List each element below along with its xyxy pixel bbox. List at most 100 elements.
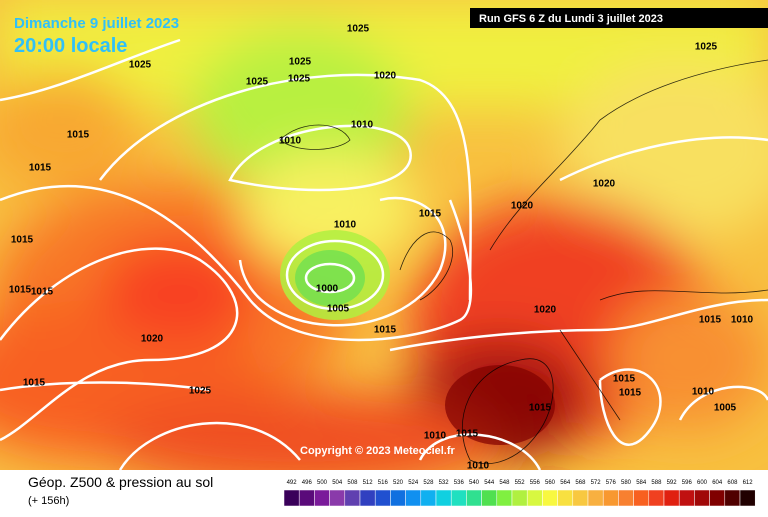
isobar-label: 1005	[714, 403, 737, 414]
legend-swatch	[602, 489, 619, 507]
legend-value: 532	[439, 480, 450, 486]
legend-swatch	[481, 489, 498, 507]
isobar-label: 1015	[456, 429, 479, 440]
legend-swatch	[648, 489, 665, 507]
legend-swatch	[314, 489, 330, 507]
forecast-date: Dimanche 9 juillet 2023	[14, 15, 179, 32]
legend-value: 552	[515, 480, 526, 486]
field-title: Géop. Z500 & pression au sol	[28, 474, 213, 490]
legend-swatch	[724, 489, 741, 507]
isobar-label: 1015	[619, 388, 642, 399]
legend-value: 524	[408, 480, 419, 486]
isobar-label: 1015	[374, 325, 397, 336]
legend-swatch	[526, 489, 543, 507]
isobar-label: 1010	[731, 315, 754, 326]
legend-value: 596	[682, 480, 693, 486]
legend-value: 496	[302, 480, 313, 486]
legend-value: 600	[697, 480, 708, 486]
isobar-label: 1020	[374, 71, 397, 82]
legend-swatch	[359, 489, 376, 507]
isobar-label: 1025	[289, 57, 312, 68]
legend-swatch	[344, 489, 361, 507]
legend-value: 504	[332, 480, 343, 486]
isobar-label: 1020	[534, 305, 557, 316]
legend-value: 520	[393, 480, 404, 486]
legend-swatch	[587, 489, 604, 507]
legend-value: 588	[651, 480, 662, 486]
legend-swatch	[283, 489, 300, 507]
legend-swatch	[572, 489, 589, 507]
isobar-label: 1025	[129, 60, 152, 71]
legend-value: 604	[712, 480, 723, 486]
legend-swatch	[678, 489, 695, 507]
legend-swatch	[435, 489, 452, 507]
isobar-label: 1010	[692, 387, 715, 398]
isobar-label: 1025	[246, 77, 269, 88]
isobar-label: 1025	[347, 24, 370, 35]
legend-value: 556	[530, 480, 541, 486]
isobar-label: 1010	[279, 136, 302, 147]
lead-time: (+ 156h)	[28, 495, 69, 507]
isobar-label: 1000	[316, 284, 339, 295]
legend-swatch	[663, 489, 680, 507]
legend-swatch	[420, 489, 437, 507]
isobar-label: 1020	[141, 334, 164, 345]
legend-value: 608	[727, 480, 738, 486]
isobar-label: 1005	[327, 304, 350, 315]
legend-swatch	[633, 489, 650, 507]
isobar-label: 1010	[467, 461, 490, 472]
isobar-label: 1010	[424, 431, 447, 442]
isobar-label: 1025	[189, 386, 212, 397]
legend: 492 496 500 504 508 512 516 520 524 528 532 536 540 5…	[283, 480, 756, 507]
legend-value: 540	[469, 480, 480, 486]
isobar-label: 1025	[288, 74, 311, 85]
legend-value: 592	[667, 480, 678, 486]
isobar-label: 1020	[593, 179, 616, 190]
legend-swatch	[405, 489, 422, 507]
legend-swatch	[298, 489, 315, 507]
legend-value: 492	[287, 480, 298, 486]
isobar-label: 1015	[29, 163, 52, 174]
legend-swatch	[496, 489, 513, 507]
legend-swatch	[329, 489, 346, 507]
legend-swatch	[694, 489, 710, 507]
isobar-label: 1015	[23, 378, 46, 389]
legend-swatch	[542, 489, 558, 507]
legend-swatch	[466, 489, 482, 507]
legend-swatch	[450, 489, 467, 507]
legend-value: 500	[317, 480, 328, 486]
legend-value: 544	[484, 480, 495, 486]
isobar-label: 1020	[511, 201, 534, 212]
isobar-label: 1025	[695, 42, 718, 53]
legend-value: 612	[743, 480, 754, 486]
isobar-label: 1015	[11, 235, 34, 246]
isobar-label: 1015	[67, 130, 90, 141]
legend-value: 512	[363, 480, 374, 486]
isobar-label: 1015	[529, 403, 552, 414]
run-info: Run GFS 6 Z du Lundi 3 juillet 2023	[479, 13, 663, 25]
legend-value: 568	[575, 480, 586, 486]
forecast-time: 20:00 locale	[14, 35, 127, 57]
legend-swatch	[511, 489, 528, 507]
legend-swatch	[709, 489, 726, 507]
legend-value: 508	[347, 480, 358, 486]
copyright: Copyright © 2023 Meteociel.fr	[300, 445, 456, 457]
run-banner	[470, 8, 768, 28]
legend-value: 560	[545, 480, 556, 486]
legend-value: 576	[606, 480, 617, 486]
legend-value: 548	[499, 480, 510, 486]
isobar-label: 1015	[9, 285, 32, 296]
legend-value: 584	[636, 480, 647, 486]
legend-swatch	[557, 489, 574, 507]
isobar-label: 1015	[699, 315, 722, 326]
legend-value: 580	[621, 480, 632, 486]
isobar-label: 1015	[31, 287, 54, 298]
legend-value: 564	[560, 480, 571, 486]
legend-swatch	[390, 489, 406, 507]
isobar-labels: 1025 1025 1025 1025 1025 1020 1025 1015 1010 1010…	[9, 24, 754, 472]
isobar-label: 1015	[419, 209, 442, 220]
legend-swatch	[374, 489, 391, 507]
legend-swatch	[618, 489, 634, 507]
legend-value: 572	[591, 480, 602, 486]
